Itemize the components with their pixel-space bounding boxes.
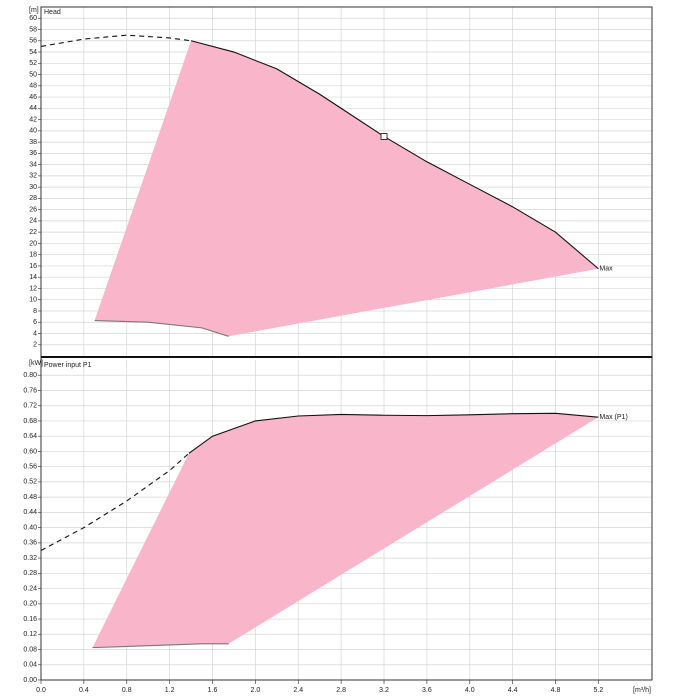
y-tick-label: 0.04 [23,662,37,669]
y-tick-label: 52 [29,60,37,67]
y-tick-label: 56 [29,38,37,45]
frame [40,6,653,681]
y-tick-label: 6 [33,319,37,326]
y-tick-label: 26 [29,206,37,213]
y-tick-label: 16 [29,263,37,270]
y-tick-label: 0.12 [23,631,37,638]
y-tick-label: 0.64 [23,433,37,440]
y-tick-label: 0.72 [23,403,37,410]
y-tick-label: 18 [29,252,37,259]
y-tick-label: 2 [33,342,37,349]
curve [40,34,192,47]
y-tick-label: 44 [29,105,37,112]
y-axis-label: [m] [29,7,39,14]
y-tick-label: 8 [33,308,37,315]
y-tick-label: 38 [29,139,37,146]
operating-area [92,413,599,648]
y-tick-label: 0.24 [23,585,37,592]
y-tick-label: 0.28 [23,570,37,577]
y-tick-label: 28 [29,195,37,202]
duty-point [380,133,388,140]
y-tick-label: 20 [29,240,37,247]
y-tick-label: 0.32 [23,555,37,562]
y-tick-label: 30 [29,184,37,191]
y-tick-label: 0.44 [23,509,37,516]
x-tick-label: 2.4 [293,687,303,694]
y-tick-label: 48 [29,83,37,90]
x-tick-label: 4.0 [465,687,475,694]
curve-label: Max (P1) [599,414,627,421]
x-axis-label: [m³/h] [633,687,651,694]
y-tick-label: 22 [29,229,37,236]
y-tick-label: 0.80 [23,372,37,379]
x-tick-label: 0.8 [122,687,132,694]
y-tick-label: 46 [29,94,37,101]
y-tick-label: 0.16 [23,616,37,623]
y-tick-label: 54 [29,49,37,56]
y-tick-label: 0.40 [23,524,37,531]
y-axis-label: [kW] [29,360,43,367]
x-tick-label: 3.6 [422,687,432,694]
y-tick-label: 10 [29,297,37,304]
x-tick-label: 0.0 [36,687,46,694]
y-tick-label: 58 [29,26,37,33]
y-tick-label: 24 [29,218,37,225]
y-tick-label: 4 [33,330,37,337]
x-tick-label: 1.2 [165,687,175,694]
curve-label: Max [599,266,613,273]
y-tick-label: 0.60 [23,448,37,455]
y-tick-label: 0.20 [23,601,37,608]
y-tick-label: 60 [29,15,37,22]
operating-area [94,40,599,337]
y-tick-label: 42 [29,116,37,123]
y-tick-label: 0.52 [23,479,37,486]
panel-title: Head [44,9,61,16]
x-tick-label: 4.4 [508,687,518,694]
y-tick-label: 0.56 [23,464,37,471]
x-tick-label: 0.4 [79,687,89,694]
y-tick-label: 12 [29,285,37,292]
x-tick-label: 3.2 [379,687,389,694]
y-tick-label: 32 [29,173,37,180]
y-tick-label: 0.68 [23,418,37,425]
y-tick-label: 0.48 [23,494,37,501]
y-tick-label: 0.08 [23,646,37,653]
curve [92,643,229,649]
x-tick-label: 2.0 [251,687,261,694]
y-tick-label: 14 [29,274,37,281]
curve [94,319,229,337]
y-tick-label: 0.00 [23,677,37,684]
x-tick-label: 2.8 [336,687,346,694]
x-tick-label: 4.8 [551,687,561,694]
y-tick-label: 0.76 [23,387,37,394]
x-tick-label: 1.6 [208,687,218,694]
x-tick-label: 5.2 [594,687,604,694]
curve [188,412,599,454]
y-tick-label: 40 [29,128,37,135]
curve [40,452,190,551]
y-tick-label: 36 [29,150,37,157]
panel-title: Power input P1 [44,362,92,369]
y-tick-label: 34 [29,161,37,168]
y-tick-label: 0.36 [23,540,37,547]
y-tick-label: 50 [29,71,37,78]
